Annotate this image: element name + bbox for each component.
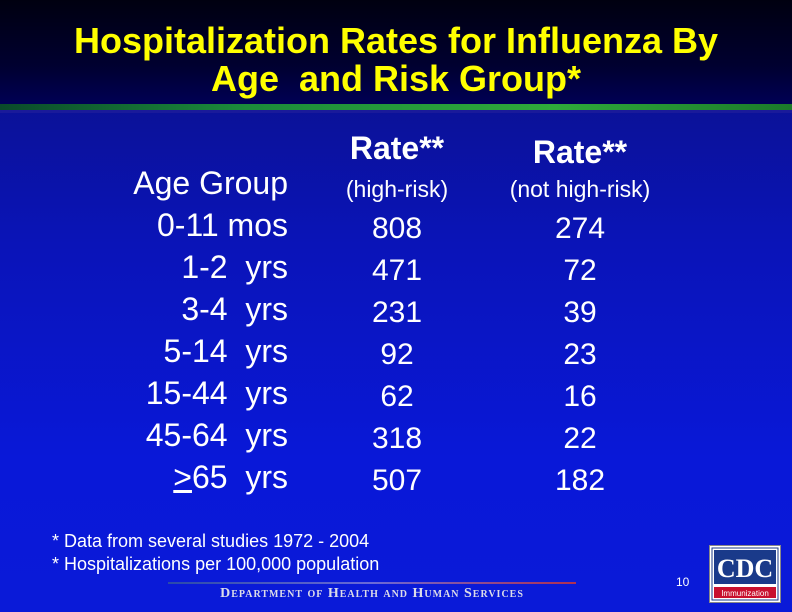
footnotes: * Data from several studies 1972 - 2004 … bbox=[52, 530, 379, 576]
not-high-risk-column: Rate** (not high-risk) 274 72 39 23 16 2… bbox=[480, 126, 680, 502]
cdc-immunization-logo: CDC Immunization bbox=[709, 545, 781, 603]
age-group-header: Age Group bbox=[133, 165, 288, 201]
title-bar bbox=[0, 0, 792, 110]
not-high-risk-label: (not high-risk) bbox=[509, 176, 651, 202]
age-row: 1-2 yrs bbox=[181, 249, 288, 285]
high-risk-value: 318 bbox=[371, 422, 423, 455]
age-group-column: Age Group 0-11 mos 1-2 yrs 3-4 yrs 5-14 … bbox=[60, 162, 288, 498]
title-line-2: Age and Risk Group* bbox=[210, 58, 582, 99]
high-risk-value: 808 bbox=[371, 212, 423, 245]
not-high-risk-value: 72 bbox=[563, 254, 597, 287]
not-high-risk-value: 22 bbox=[563, 422, 597, 455]
title-divider bbox=[0, 104, 792, 110]
not-high-risk-value: 274 bbox=[554, 212, 606, 245]
footnote-studies: * Data from several studies 1972 - 2004 bbox=[52, 531, 370, 551]
title-line-1: Hospitalization Rates for Influenza By bbox=[73, 20, 719, 61]
age-row: 3-4 yrs bbox=[181, 291, 288, 327]
age-row: 15-44 yrs bbox=[145, 375, 288, 411]
not-high-risk-value: 16 bbox=[563, 380, 597, 413]
logo-immunization-text: Immunization bbox=[721, 589, 769, 598]
greater-equal-sign: > bbox=[173, 459, 192, 495]
logo-cdc-text: CDC bbox=[717, 554, 773, 583]
high-risk-value: 471 bbox=[371, 254, 423, 287]
footer-divider bbox=[168, 582, 576, 584]
department-name: Department of Health and Human Services bbox=[220, 586, 524, 601]
high-risk-label: (high-risk) bbox=[345, 176, 449, 202]
not-high-risk-value: 23 bbox=[563, 338, 597, 371]
high-risk-value: 231 bbox=[371, 296, 423, 329]
slide-title: Hospitalization Rates for Influenza By A… bbox=[0, 22, 792, 98]
high-risk-value: 92 bbox=[380, 338, 414, 371]
high-risk-column: Rate** (high-risk) 808 471 231 92 62 318… bbox=[322, 126, 472, 502]
footnote-units: * Hospitalizations per 100,000 populatio… bbox=[52, 554, 380, 574]
not-high-risk-value: 182 bbox=[554, 464, 606, 497]
age-row: 5-14 yrs bbox=[163, 333, 288, 369]
rate-header-not-high-risk: Rate** bbox=[532, 134, 628, 170]
title-divider-shadow bbox=[0, 110, 792, 113]
high-risk-value: 62 bbox=[380, 380, 414, 413]
rate-header-high-risk: Rate** bbox=[349, 130, 445, 166]
age-row-label: 65 yrs bbox=[191, 459, 288, 495]
age-row: 0-11 mos bbox=[156, 207, 288, 243]
page-number: 10 bbox=[676, 575, 690, 589]
age-row: 45-64 yrs bbox=[145, 417, 288, 453]
high-risk-value: 507 bbox=[371, 464, 423, 497]
not-high-risk-value: 39 bbox=[563, 296, 597, 329]
age-row: >65 yrs bbox=[60, 456, 288, 498]
